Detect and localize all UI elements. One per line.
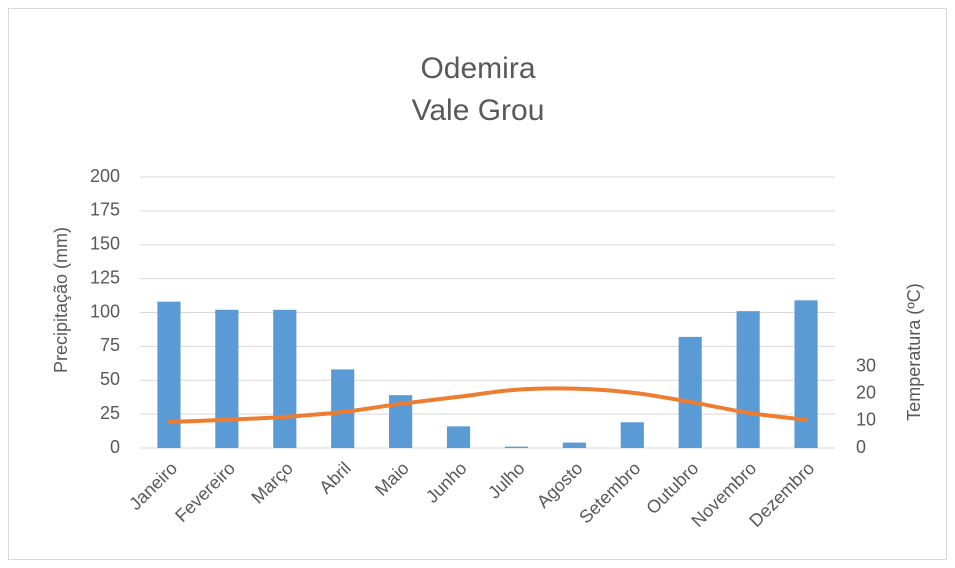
y-tick-label: 150 <box>90 234 120 254</box>
y2-tick-label: 30 <box>856 355 876 375</box>
bar <box>157 301 181 448</box>
bar <box>678 336 702 448</box>
y-tick-label: 125 <box>90 267 120 287</box>
y-tick-label: 100 <box>90 301 120 321</box>
y-tick-label: 25 <box>100 403 120 423</box>
y-tick-label: 0 <box>110 437 120 457</box>
bar <box>620 422 644 448</box>
chart-border <box>8 8 947 560</box>
temperature-line <box>166 386 809 424</box>
chart-title: Odemira <box>420 52 535 85</box>
bar <box>446 426 471 448</box>
y-axis-label: Precipitação (mm) <box>51 227 71 373</box>
bar <box>736 311 760 448</box>
y-tick-label: 75 <box>100 335 120 355</box>
chart-subtitle: Vale Grou <box>412 94 545 127</box>
y-tick-label: 175 <box>90 200 120 220</box>
bar <box>504 446 529 448</box>
y2-tick-label: 0 <box>856 437 866 457</box>
y-tick-label: 200 <box>90 166 120 186</box>
bar <box>215 309 239 448</box>
bar <box>562 442 586 448</box>
y2-tick-label: 10 <box>856 410 876 430</box>
bar <box>389 395 413 448</box>
y2-tick-label: 20 <box>856 383 876 403</box>
bar <box>794 300 818 448</box>
y-tick-label: 50 <box>100 369 120 389</box>
bar <box>331 369 355 448</box>
y2-axis-label: Temperatura (ºC) <box>904 283 924 421</box>
bar <box>273 309 297 448</box>
